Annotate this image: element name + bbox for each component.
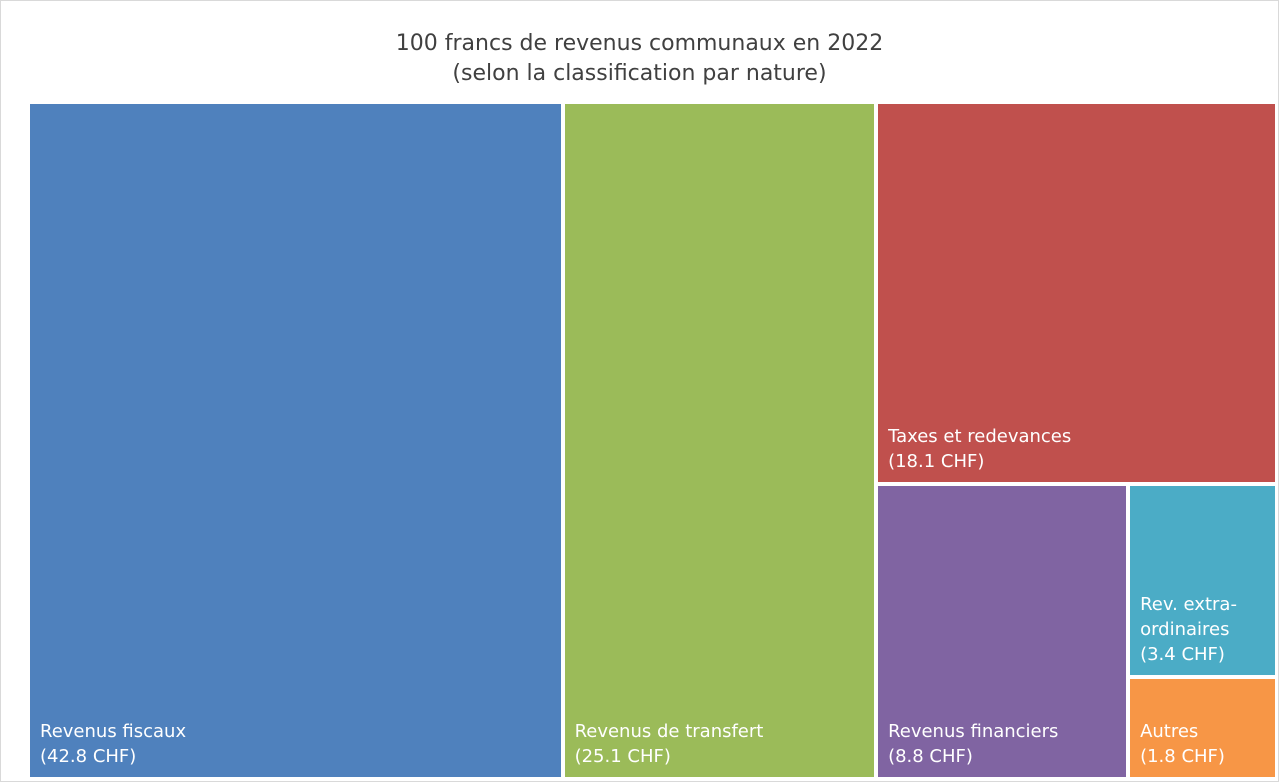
chart-title: 100 francs de revenus communaux en 2022 <box>395 31 884 56</box>
tile-label: Rev. extra-ordinaires (3.4 CHF) <box>1140 592 1267 667</box>
category-label: Rev. extra-ordinaires <box>1140 593 1237 640</box>
tile: Revenus fiscaux (42.8 CHF) <box>28 102 563 779</box>
category-label: Revenus financiers <box>888 720 1059 742</box>
category-label: Revenus fiscaux <box>40 721 187 742</box>
category-label: Taxes et redevances <box>888 425 1072 447</box>
category-label: Revenus de transfert <box>574 721 764 742</box>
tile-label: Revenus fiscaux (42.8 CHF) <box>40 719 553 769</box>
tile: Autres (1.8 CHF) <box>1128 676 1277 779</box>
chart-subtitle: (selon la classification par nature) <box>452 61 827 86</box>
value-label: (1.8 CHF) <box>1140 745 1225 767</box>
category-label: Autres <box>1140 720 1199 742</box>
value-label: (42.8 CHF) <box>40 746 137 767</box>
tile-label: Revenus de transfert (25.1 CHF) <box>575 719 866 769</box>
tile-label: Taxes et redevances (18.1 CHF) <box>888 424 1267 474</box>
value-label: (3.4 CHF) <box>1140 643 1225 665</box>
value-label: (18.1 CHF) <box>888 450 985 472</box>
tile: Revenus de transfert (25.1 CHF) <box>562 102 877 779</box>
tile-label: Revenus financiers (8.8 CHF) <box>888 719 1118 769</box>
tile: Revenus financiers (8.8 CHF) <box>876 483 1129 779</box>
value-label: (8.8 CHF) <box>888 745 973 767</box>
value-label: (25.1 CHF) <box>574 746 671 767</box>
tile: Taxes et redevances (18.1 CHF) <box>876 102 1277 484</box>
tile-label: Autres (1.8 CHF) <box>1140 719 1267 769</box>
tile: Rev. extra-ordinaires (3.4 CHF) <box>1128 483 1277 677</box>
